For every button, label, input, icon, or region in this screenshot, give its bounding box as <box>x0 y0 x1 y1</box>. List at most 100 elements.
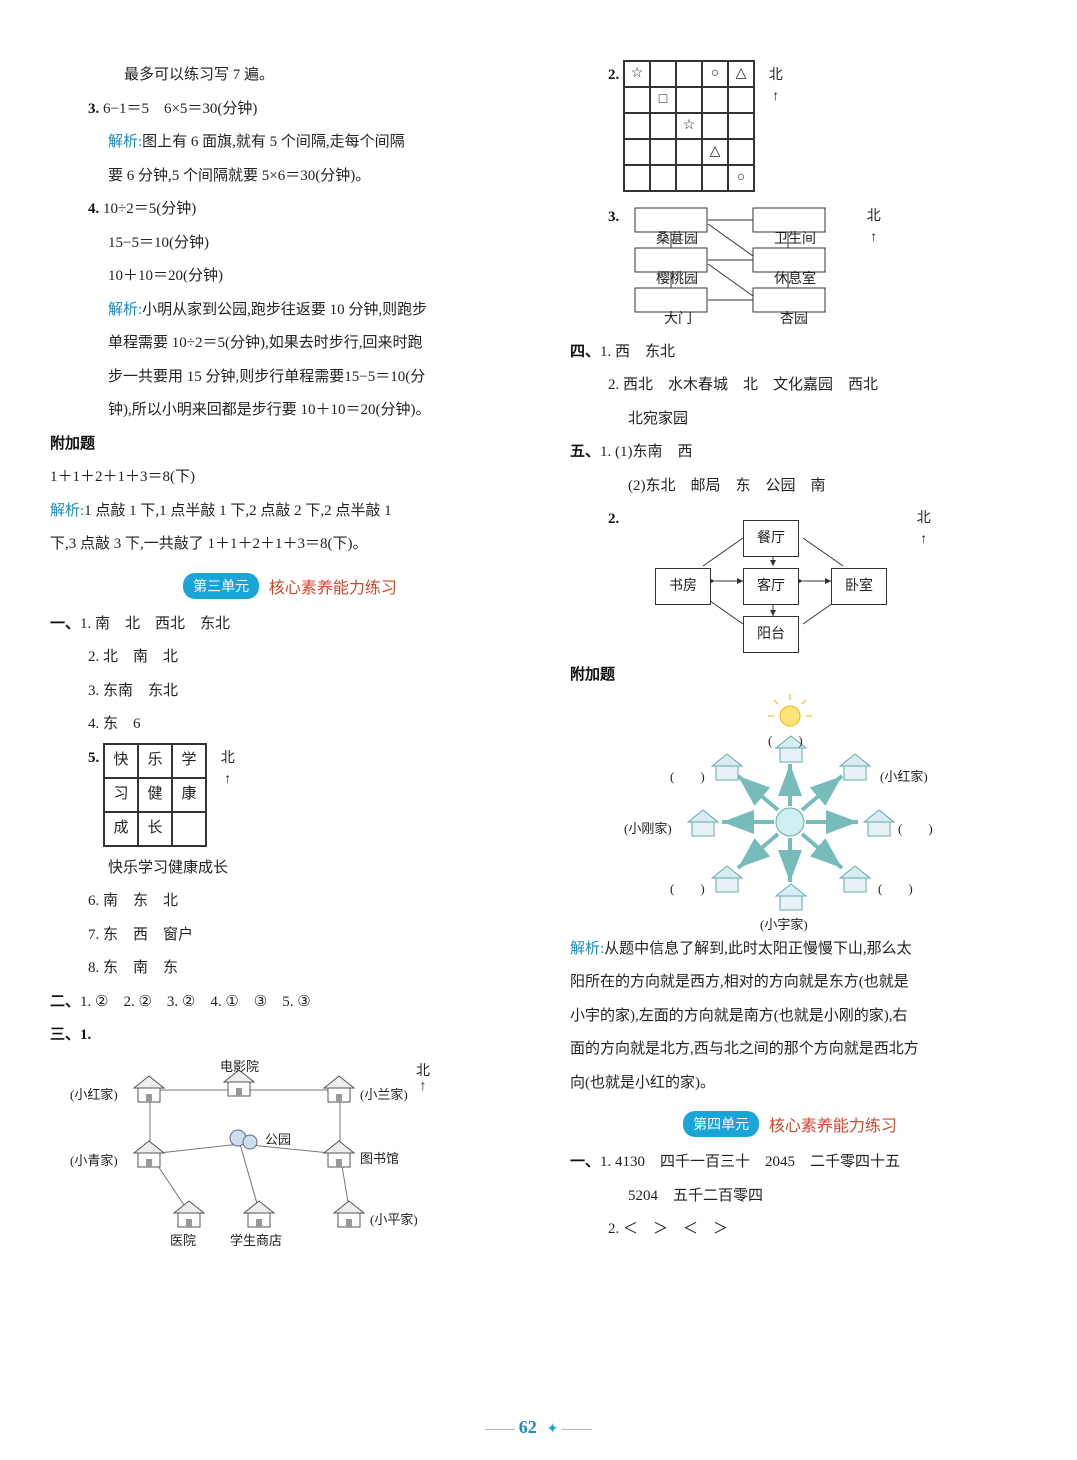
label-xiaolan: (小兰家) <box>360 1084 408 1103</box>
unit-title: 核心素养能力练习 <box>269 574 397 598</box>
unit-badge: 第四单元 <box>683 1111 759 1137</box>
sec4: 四、1. 西 东北 <box>570 337 1010 369</box>
label-library: 图书馆 <box>360 1148 399 1167</box>
analysis: 解析:1 点敲 1 下,1 点半敲 1 下,2 点敲 2 下,2 点半敲 1 <box>50 496 530 528</box>
grid-cell: 成 <box>104 812 138 846</box>
grid-cell <box>728 113 754 139</box>
grid-cell <box>650 139 676 165</box>
left-column: 最多可以练习写 7 遍。 3. 6−1＝5 6×5＝30(分钟) 解析:图上有 … <box>50 60 530 1248</box>
label-park: 公园 <box>265 1129 291 1148</box>
grid-cell <box>624 87 650 113</box>
num: 四、 <box>570 344 600 360</box>
arrow-icon: ↑ <box>920 533 927 547</box>
box: 休息室 <box>774 265 816 294</box>
arrow-icon: ↑ <box>772 90 779 104</box>
grid-cell <box>624 113 650 139</box>
q3: 3. 6−1＝5 6×5＝30(分钟) <box>50 94 530 126</box>
grid-cell <box>702 87 728 113</box>
shapes-grid: ☆○△□☆△○ <box>623 60 755 192</box>
north-icon: 北 ↑ <box>867 202 881 245</box>
grid-cell: 习 <box>104 778 138 812</box>
unit3-header: 第三单元 核心素养能力练习 <box>50 573 530 599</box>
label: 北 <box>416 1060 430 1080</box>
label-hospital: 医院 <box>170 1230 196 1249</box>
text: 2. 西北 水木春城 北 文化嘉园 西北 <box>570 370 1010 402</box>
label: 北 <box>867 202 881 231</box>
text: 5204 五千二百零四 <box>570 1181 1010 1213</box>
analysis: 要 6 分钟,5 个间隔就要 5×6＝30(分钟)。 <box>50 161 530 193</box>
grid-cell <box>624 139 650 165</box>
grid-cell: 快 <box>104 744 138 778</box>
num: 一、 <box>50 616 80 632</box>
grid-cell: ○ <box>728 165 754 191</box>
label-xiaoqing: (小青家) <box>70 1150 118 1169</box>
box: 杏园 <box>780 305 808 334</box>
sec2: 二、1. ② 2. ② 3. ② 4. ① ③ 5. ③ <box>50 987 530 1019</box>
text: (2)东北 邮局 东 公园 南 <box>570 471 1010 503</box>
num: 一、 <box>570 1154 600 1170</box>
text: 8. 东 南 东 <box>50 953 530 985</box>
grid-cell <box>702 113 728 139</box>
label: 解析: <box>108 134 142 150</box>
u4-sec1: 一、1. 4130 四千一百三十 2045 二千零四十五 <box>570 1147 1010 1179</box>
box-mid: 客厅 <box>743 568 799 605</box>
analysis: 解析:小明从家到公园,跑步往返要 10 分钟,则跑步 <box>50 295 530 327</box>
label: 解析: <box>50 503 84 519</box>
grid-cell <box>728 139 754 165</box>
grid-cell <box>676 139 702 165</box>
grid-cell: 学 <box>172 744 206 778</box>
text: 快乐学习健康成长 <box>50 853 530 885</box>
sec5: 五、1. (1)东南 西 <box>570 437 1010 469</box>
num: 二、 <box>50 994 80 1010</box>
text: 2. ＜ ＞ ＜ ＞ <box>570 1214 1010 1246</box>
label: 解析: <box>570 941 604 957</box>
grid-cell <box>650 61 676 87</box>
num: 5. <box>88 750 99 766</box>
grid-cell: △ <box>702 139 728 165</box>
num: 2. <box>608 511 619 527</box>
north-icon: 北 ↑ <box>769 61 783 104</box>
q4: 4. 10÷2＝5(分钟) <box>50 194 530 226</box>
star-icon: ✦ <box>547 1421 559 1438</box>
grid-cell: ☆ <box>676 113 702 139</box>
label-cinema: 电影院 <box>220 1056 259 1075</box>
grid-cell: ☆ <box>624 61 650 87</box>
q5-2-row: 2. <box>570 504 1010 658</box>
sec1: 一、1. 南 北 西北 东北 <box>50 609 530 641</box>
q2-row: 2. ☆○△□☆△○ 北 ↑ <box>570 60 1010 192</box>
blank: ( ) <box>768 730 803 749</box>
text: 小明从家到公园,跑步往返要 10 分钟,则跑步 <box>142 302 427 318</box>
grid-cell: □ <box>650 87 676 113</box>
text: 1. 南 北 西北 东北 <box>80 616 230 632</box>
unit4-header: 第四单元 核心素养能力练习 <box>570 1111 1010 1137</box>
text: 1＋1＋2＋1＋3＝8(下) <box>50 462 530 494</box>
num: 五、 <box>570 444 600 460</box>
box-top: 餐厅 <box>743 520 799 557</box>
text: 3. 东南 东北 <box>50 676 530 708</box>
box-right: 卧室 <box>831 568 887 605</box>
num: 三、 <box>50 1027 80 1043</box>
num: 4. <box>88 201 99 217</box>
analysis: 面的方向就是北方,西与北之间的那个方向就是西北方 <box>570 1034 1010 1066</box>
arrow-icon: ↑ <box>224 773 231 787</box>
text: 15−5＝10(分钟) <box>50 228 530 260</box>
box-bottom: 阳台 <box>743 616 799 653</box>
text: 1. <box>80 1027 91 1043</box>
text: 1. (1)东南 西 <box>600 444 693 460</box>
blank: ( ) <box>878 878 913 897</box>
label: 北 <box>917 504 931 533</box>
label-xiaohong: (小红家) <box>70 1084 118 1103</box>
arrow-icon: ↑ <box>420 1080 427 1094</box>
grid-cell <box>676 165 702 191</box>
grid-cell: 健 <box>138 778 172 812</box>
text: 图上有 6 面旗,就有 5 个间隔,走每个间隔 <box>142 134 405 150</box>
grid-cell: ○ <box>702 61 728 87</box>
label-shop: 学生商店 <box>230 1230 282 1249</box>
north-icon: 北 ↑ <box>221 744 235 787</box>
grid-cell <box>676 61 702 87</box>
north-icon: 北 ↑ <box>917 504 931 547</box>
text: 4. 东 6 <box>50 709 530 741</box>
grid-cell <box>650 165 676 191</box>
text: 1. 4130 四千一百三十 2045 二千零四十五 <box>600 1154 900 1170</box>
text: 6−1＝5 6×5＝30(分钟) <box>103 101 257 117</box>
